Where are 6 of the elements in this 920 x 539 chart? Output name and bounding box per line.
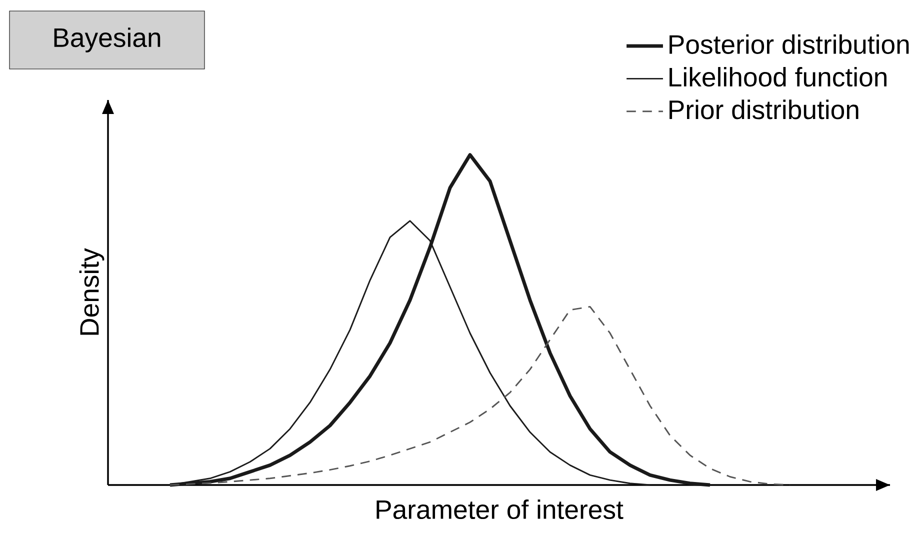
x-axis-title: Parameter of interest: [376, 499, 624, 520]
legend-label: Posterior distribution: [670, 34, 909, 54]
legend-label: Likelihood function: [670, 67, 886, 87]
y-axis-title: Density: [79, 248, 104, 335]
chart-title: Bayesian: [54, 28, 160, 52]
legend-label: Prior distribution: [670, 100, 858, 120]
